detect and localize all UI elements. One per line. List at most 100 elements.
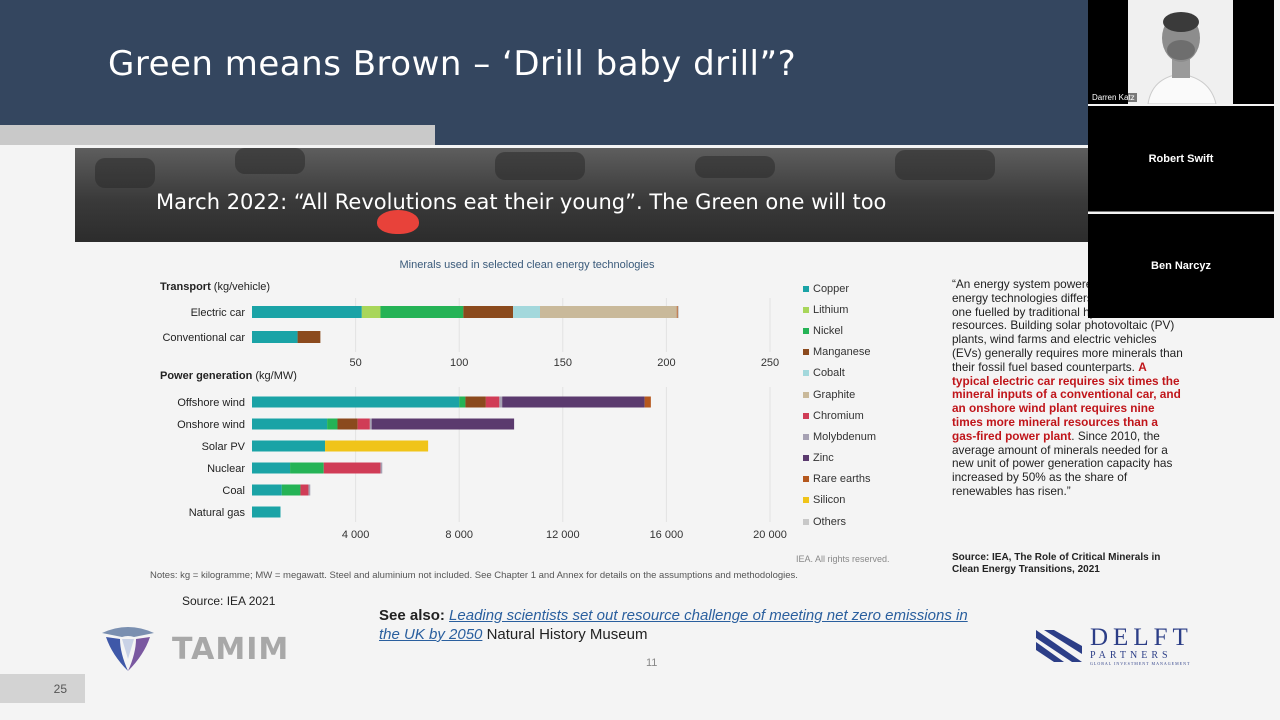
puzzle-piece-shape [895,150,995,180]
bar-segment-chromium [323,462,381,474]
legend-label: Silicon [813,494,846,507]
category-label: Solar PV [202,441,246,453]
participant-tile[interactable]: Robert Swift [1088,106,1274,212]
minerals-chart: Minerals used in selected clean energy t… [145,250,915,590]
legend-swatch [803,391,809,398]
legend-item: Chromium [803,405,876,426]
legend-swatch [803,370,809,377]
puzzle-piece-shape [95,158,155,188]
legend-label: Graphite [813,388,856,401]
bar-segment-manganese [465,396,486,408]
red-puzzle-piece [377,210,419,234]
see-also-publisher: Natural History Museum [482,626,648,643]
tick-label: 20 000 [753,529,787,541]
participant-photo [1128,0,1233,104]
legend-swatch [803,518,809,525]
tamim-logo-icon [102,627,154,671]
legend-label: Zinc [813,452,834,465]
delft-logo-icon [1036,630,1082,662]
tick-label: 8 000 [445,529,473,541]
slide-title: Green means Brown – ‘Drill baby drill”? [108,44,797,84]
legend-swatch [803,327,809,334]
bar-segment-copper [252,506,281,518]
bar-segment-nickel [290,462,324,474]
bar-segment-molybdenum [499,396,503,408]
legend-item: Others [803,511,876,532]
banner-caption: March 2022: “All Revolutions eat their y… [156,190,887,214]
legend-label: Molybdenum [813,430,876,443]
tick-label: 100 [450,357,468,369]
chart-notes: Notes: kg = kilogramme; MW = megawatt. S… [150,570,798,581]
bar-segment-copper [252,484,282,496]
bar-segment-lithium [361,306,381,318]
tick-label: 200 [657,357,675,369]
participant-name: Darren Katz [1090,93,1137,102]
bar-segment-rare-earths [644,396,651,408]
puzzle-piece-shape [495,152,585,180]
video-call-panel: Darren Katz Robert Swift Ben Narcyz [1088,0,1280,320]
legend-item: Silicon [803,490,876,511]
bar-segment-others [677,306,679,318]
participant-tile[interactable]: Ben Narcyz [1088,214,1274,318]
bar-segment-copper [252,440,326,452]
tick-label: 150 [554,357,572,369]
bar-segment-manganese [463,306,514,318]
legend-item: Rare earths [803,469,876,490]
category-label: Coal [222,485,245,497]
bar-segment-manganese [337,418,358,430]
panel-heading: Transport (kg/vehicle) [160,281,270,293]
bar-segment-nickel [459,396,466,408]
bar-segment-copper [252,396,460,408]
bar-segment-manganese [297,331,321,343]
legend-label: Others [813,515,847,528]
bar-segment-silicon [325,440,429,452]
bar-segment-nickel [281,484,301,496]
legend-label: Nickel [813,324,843,337]
see-also-link[interactable]: Leading scientists set out resource chal… [379,607,968,643]
bar-segment-chromium [485,396,500,408]
legend-swatch [803,306,809,313]
bar-segment-graphite [540,306,677,318]
puzzle-piece-shape [695,156,775,178]
legend-item: Nickel [803,320,876,341]
bar-segment-rare-earths [676,306,678,318]
quote-source: Source: IEA, The Role of Critical Minera… [952,552,1161,575]
quote-text-part2: . Since 2010, the average amount of mine… [952,428,1173,498]
legend-swatch [803,412,809,419]
tamim-logo: TAMIM [98,625,289,673]
bar-segment-nickel [327,418,338,430]
puzzle-piece-shape [235,148,305,174]
category-label: Natural gas [189,507,246,519]
legend-item: Cobalt [803,363,876,384]
bar-segment-cobalt [513,306,541,318]
legend-item: Manganese [803,342,876,363]
tick-label: 50 [349,357,361,369]
title-underline-bar [0,125,435,145]
bar-segment-zinc [371,418,515,430]
tick-label: 250 [761,357,779,369]
participant-name: Ben Narcyz [1151,260,1211,272]
minerals-chart-svg: Minerals used in selected clean energy t… [160,259,787,541]
legend-label: Rare earths [813,473,871,486]
bar-segment-zinc [502,396,645,408]
bar-segment-copper [252,331,298,343]
delft-partners-logo: DELFT PARTNERS GLOBAL INVESTMENT MANAGEM… [1034,624,1193,666]
bar-segment-copper [252,462,291,474]
legend-item: Copper [803,278,876,299]
legend-label: Lithium [813,303,849,316]
tick-label: 16 000 [650,529,684,541]
legend-swatch [803,349,809,356]
legend-swatch [803,476,809,483]
legend-swatch [803,455,809,462]
legend-swatch [803,433,809,440]
bar-segment-chromium [357,418,370,430]
participant-tile[interactable]: Darren Katz [1088,0,1274,104]
panel-heading: Power generation (kg/MW) [160,370,297,382]
delft-logo-text: DELFT [1090,624,1193,651]
bar-segment-chromium [300,484,309,496]
category-label: Conventional car [162,332,245,344]
bar-segment-molybdenum [308,484,311,496]
chart-title: Minerals used in selected clean energy t… [400,259,655,271]
category-label: Nuclear [207,463,245,475]
tick-label: 4 000 [342,529,370,541]
